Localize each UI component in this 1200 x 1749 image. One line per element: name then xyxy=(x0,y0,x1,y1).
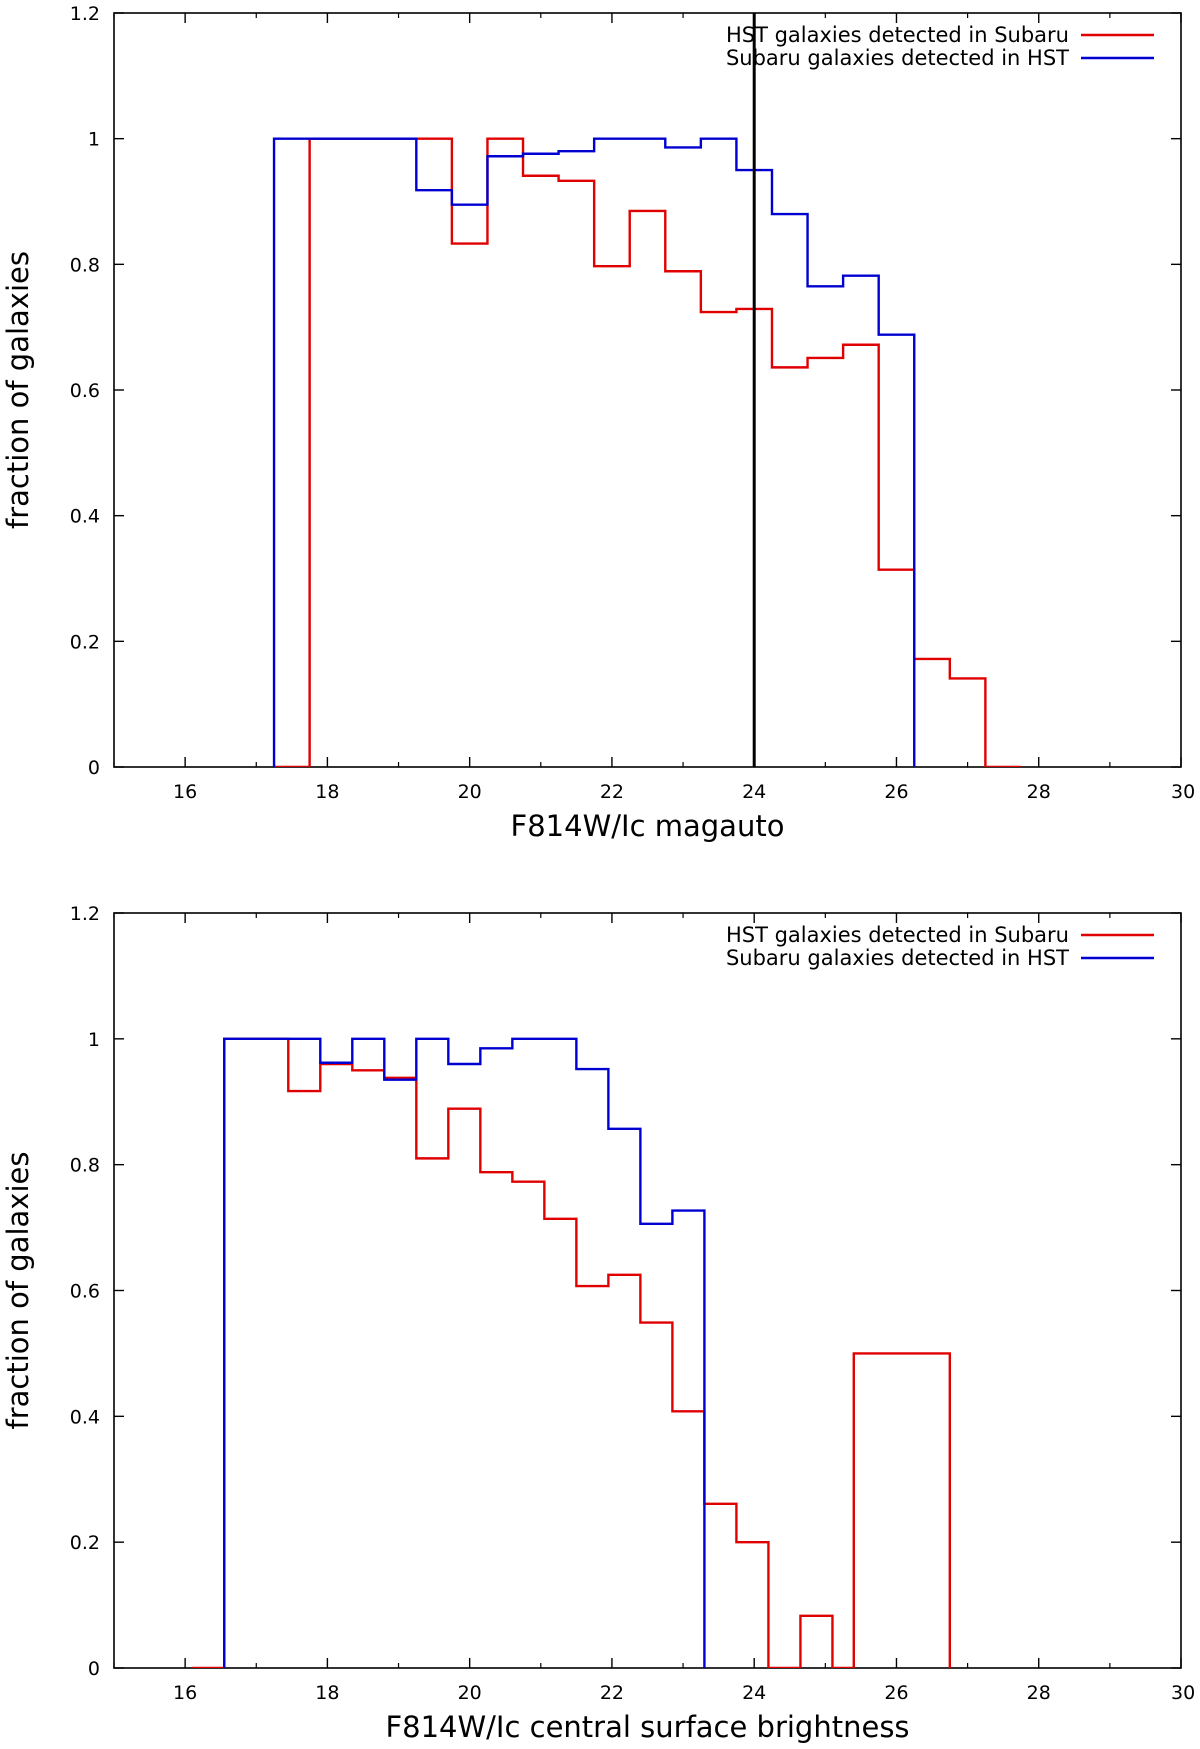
chart-top: 16 18 20 22 24 26 28 30 0 0.2 0.4 0.6 0.8 1 1.2 F814W/I… xyxy=(1,3,1195,843)
y-tick-label: 0 xyxy=(88,1658,100,1680)
series-line-subaru-in-hst xyxy=(223,1037,706,1668)
x-tick-label: 18 xyxy=(315,1682,339,1704)
x-tick-label: 20 xyxy=(458,781,482,803)
x-tick-label: 20 xyxy=(458,1682,482,1704)
legend-label: HST galaxies detected in Subaru xyxy=(726,923,1069,947)
x-tick-label: 30 xyxy=(1171,1682,1195,1704)
y-tick-label: 0.2 xyxy=(70,631,100,653)
y-tick-label: 0.8 xyxy=(70,1155,100,1177)
legend-label: Subaru galaxies detected in HST xyxy=(726,46,1069,70)
legend-label: Subaru galaxies detected in HST xyxy=(726,946,1069,970)
y-tick-label: 0 xyxy=(88,757,100,779)
x-tick-label: 24 xyxy=(742,1682,766,1704)
y-tick-label: 0.8 xyxy=(70,254,100,276)
y-tick-label: 1 xyxy=(88,129,100,151)
y-tick-label: 1.2 xyxy=(70,903,100,925)
series-line-hst-in-subaru xyxy=(192,1037,952,1668)
series-line-subaru-in-hst xyxy=(272,137,916,767)
x-tick-label: 18 xyxy=(315,781,339,803)
x-tick-label: 28 xyxy=(1027,781,1051,803)
x-tick-label: 22 xyxy=(600,1682,624,1704)
y-tick-label: 0.2 xyxy=(70,1532,100,1554)
x-axis-label: F814W/Ic central surface brightness xyxy=(385,1710,909,1744)
y-tick-label: 0.4 xyxy=(70,1406,100,1428)
x-axis-label: F814W/Ic magauto xyxy=(511,809,785,843)
y-tick-label: 1 xyxy=(88,1029,100,1051)
x-tick-label: 16 xyxy=(173,1682,197,1704)
plot-frame xyxy=(113,912,1182,1669)
x-tick-label: 24 xyxy=(742,781,766,803)
x-tick-label: 28 xyxy=(1027,1682,1051,1704)
y-axis-label: fraction of galaxies xyxy=(1,251,35,529)
x-tick-label: 22 xyxy=(600,781,624,803)
x-tick-label: 26 xyxy=(884,781,908,803)
x-tick-label: 30 xyxy=(1171,781,1195,803)
y-tick-label: 0.4 xyxy=(70,506,100,528)
y-axis-label: fraction of galaxies xyxy=(1,1152,35,1430)
x-tick-label: 26 xyxy=(884,1682,908,1704)
y-tick-label: 0.6 xyxy=(70,1281,100,1303)
x-tick-label: 16 xyxy=(173,781,197,803)
y-tick-label: 0.6 xyxy=(70,380,100,402)
chart-bottom: 16 18 20 22 24 26 28 30 0 0.2 0.4 0.6 0.8 1 1.2 F814W/I… xyxy=(1,903,1195,1744)
legend-label: HST galaxies detected in Subaru xyxy=(726,23,1069,47)
y-tick-label: 1.2 xyxy=(70,3,100,25)
series-line-hst-in-subaru xyxy=(274,137,1021,767)
